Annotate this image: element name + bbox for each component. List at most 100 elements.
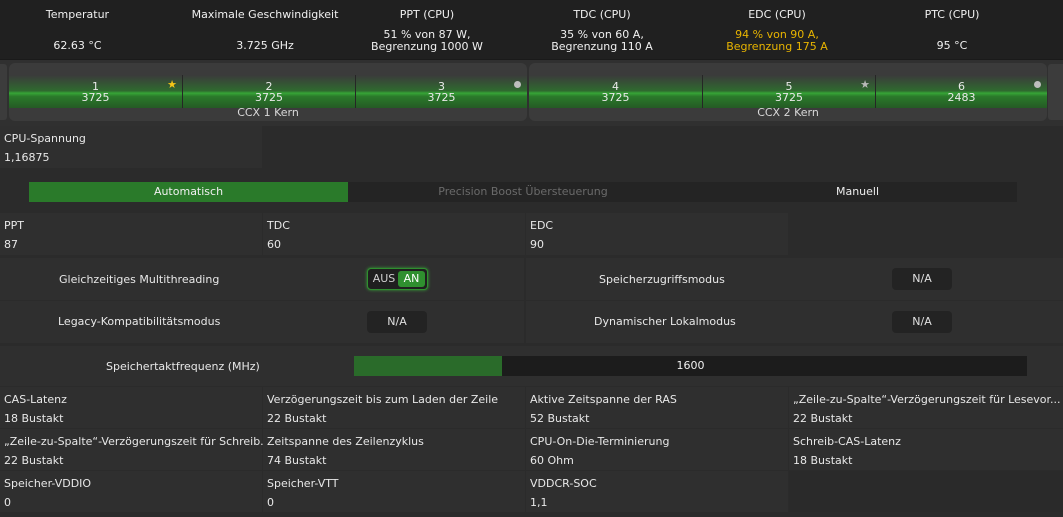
timing-label: Speicher-VDDIO — [4, 477, 92, 490]
timing-cell: Speicher-VDDIO 0 — [0, 471, 262, 512]
timing-label: Speicher-VTT — [267, 477, 339, 490]
second-best-core-star-icon: ★ — [860, 78, 870, 91]
core-number: 2 — [265, 80, 273, 93]
timing-label: Schreib-CAS-Latenz — [793, 435, 901, 448]
core-number: 1 — [92, 80, 99, 93]
edc-limit-value: 90 — [530, 238, 544, 251]
memory-clock-slider[interactable]: 1600 — [354, 356, 1027, 376]
timing-value: 22 Bustakt — [793, 412, 853, 425]
ptc-metric: PTC (CPU) 95 °C — [868, 0, 1036, 60]
core-frequency: 3725 — [81, 91, 110, 104]
tdc-limit-value: 60 — [267, 238, 281, 251]
status-header: Temperatur 62.63 °C Maximale Geschwindig… — [0, 0, 1063, 60]
ppt-usage: 51 % von 87 W, — [383, 28, 471, 41]
mode-automatic-button[interactable]: Automatisch — [29, 182, 348, 202]
timing-value: 0 — [267, 496, 274, 509]
ppt-limit-label: PPT — [4, 219, 24, 232]
mode-manual-button[interactable]: Manuell — [835, 185, 880, 198]
temperature-title: Temperatur — [45, 8, 110, 21]
mode-selector: Automatisch Precision Boost Übersteuerun… — [29, 182, 1017, 202]
legacy-row — [0, 301, 524, 343]
edc-metric: EDC (CPU) 94 % von 90 A, Begrenzung 175 … — [693, 0, 861, 60]
scroll-right-tab[interactable] — [1048, 64, 1063, 120]
memaccess-value[interactable]: N/A — [892, 268, 952, 290]
core-2[interactable]: 2 3725 — [182, 75, 355, 108]
timing-label: „Zeile-zu-Spalte“-Verzögerungszeit für S… — [4, 435, 271, 448]
scroll-left-tab[interactable] — [0, 64, 7, 120]
timing-cell: Zeitspanne des Zeilenzyklus 74 Bustakt — [263, 429, 525, 470]
ppt-metric: PPT (CPU) 51 % von 87 W, Begrenzung 1000… — [343, 0, 511, 60]
ptc-title: PTC (CPU) — [924, 8, 980, 21]
core-4[interactable]: 4 3725 — [529, 75, 702, 108]
dot-icon — [1034, 81, 1041, 88]
core-6[interactable]: 6 2483 — [875, 75, 1047, 108]
core-number: 4 — [612, 80, 619, 93]
tdc-metric: TDC (CPU) 35 % von 60 A, Begrenzung 110 … — [518, 0, 686, 60]
local-label: Dynamischer Lokalmodus — [594, 315, 736, 328]
timing-cell: „Zeile-zu-Spalte“-Verzögerungszeit für S… — [0, 429, 271, 470]
timing-label: CAS-Latenz — [4, 393, 67, 406]
core-1[interactable]: ★ 1 3725 — [9, 75, 182, 108]
core-number: 5 — [785, 80, 793, 93]
core-frequency: 3725 — [775, 91, 803, 104]
timing-label: Zeitspanne des Zeilenzyklus — [267, 435, 424, 448]
ppt-limit-cell: PPT 87 — [0, 213, 262, 255]
timing-cell: CPU-On-Die-Terminierung 60 Ohm — [526, 429, 788, 470]
timing-cell: VDDCR-SOC 1,1 — [526, 471, 788, 512]
memaccess-row — [526, 258, 1063, 300]
timing-cell: CAS-Latenz 18 Bustakt — [0, 387, 262, 428]
local-value[interactable]: N/A — [892, 311, 952, 333]
ppt-value: 51 % von 87 W, Begrenzung 1000 W — [343, 29, 511, 53]
edc-usage: 94 % von 90 A, — [735, 28, 819, 41]
core-frequency: 3725 — [601, 91, 630, 104]
edc-title: EDC (CPU) — [748, 8, 806, 21]
memaccess-label: Speicherzugriffsmodus — [599, 273, 725, 286]
timing-value: 60 Ohm — [530, 454, 574, 467]
cpu-voltage-label: CPU-Spannung — [4, 132, 86, 145]
timing-value: 52 Bustakt — [530, 412, 590, 425]
timing-value: 74 Bustakt — [267, 454, 327, 467]
timing-cell: Aktive Zeitspanne der RAS 52 Bustakt — [526, 387, 788, 428]
ppt-limit: Begrenzung 1000 W — [371, 40, 483, 53]
ptc-value: 95 °C — [936, 39, 968, 52]
memory-clock-label: Speichertaktfrequenz (MHz) — [106, 360, 260, 373]
edc-limit: Begrenzung 175 A — [726, 40, 828, 53]
core-5[interactable]: ★ 5 3725 — [702, 75, 875, 108]
timing-value: 18 Bustakt — [4, 412, 64, 425]
timing-cell: „Zeile-zu-Spalte“-Verzögerungszeit für L… — [789, 387, 1063, 428]
temperature-metric: Temperatur 62.63 °C — [0, 0, 155, 60]
smt-off-option[interactable]: AUS — [372, 272, 396, 285]
timing-value: 0 — [4, 496, 11, 509]
timing-value: 22 Bustakt — [267, 412, 327, 425]
ccx-2-group: 4 3725 ★ 5 3725 6 2483 CCX 2 Kern — [529, 63, 1047, 121]
tdc-usage: 35 % von 60 A, — [560, 28, 644, 41]
ppt-limit-value: 87 — [4, 238, 18, 251]
temperature-value: 62.63 °C — [53, 39, 102, 52]
tdc-limit-label: TDC — [267, 219, 290, 232]
core-3[interactable]: 3 3725 — [355, 75, 527, 108]
ccx-1-label: CCX 1 Kern — [237, 106, 299, 119]
timing-value: 1,1 — [530, 496, 548, 509]
ccx-1-group: ★ 1 3725 2 3725 3 3725 CCX 1 Kern — [9, 63, 527, 121]
mode-pbo-button[interactable]: Precision Boost Übersteuerung — [438, 185, 608, 198]
max-speed-value: 3.725 GHz — [236, 39, 294, 52]
ccx-2-label: CCX 2 Kern — [757, 106, 819, 119]
max-speed-title: Maximale Geschwindigkeit — [191, 8, 339, 21]
empty-cell — [789, 471, 1063, 512]
cpu-voltage-value: 1,16875 — [4, 151, 50, 164]
legacy-value[interactable]: N/A — [367, 311, 427, 333]
timing-label: VDDCR-SOC — [530, 477, 597, 490]
memory-clock-value: 1600 — [676, 359, 705, 372]
core-number: 3 — [438, 80, 445, 93]
smt-label: Gleichzeitiges Multithreading — [59, 273, 220, 286]
edc-value: 94 % von 90 A, Begrenzung 175 A — [693, 29, 861, 53]
smt-toggle[interactable]: AUS AN — [367, 268, 428, 290]
timing-value: 22 Bustakt — [4, 454, 64, 467]
core-frequency: 3725 — [255, 91, 283, 104]
edc-limit-cell: EDC 90 — [526, 213, 788, 255]
edc-limit-label: EDC — [530, 219, 554, 232]
ppt-title: PPT (CPU) — [399, 8, 455, 21]
best-core-star-icon: ★ — [167, 78, 177, 91]
smt-on-option[interactable]: AN — [398, 271, 425, 287]
tdc-title: TDC (CPU) — [573, 8, 631, 21]
